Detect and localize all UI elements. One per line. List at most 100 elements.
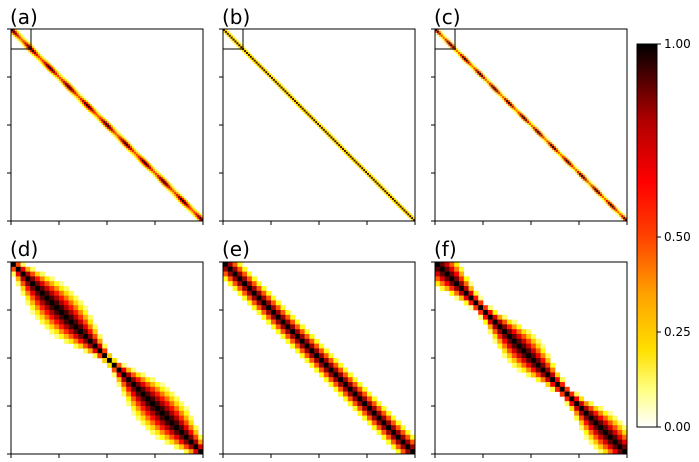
heatmap-cell [32,48,35,51]
zoom-inset-box [10,28,32,50]
heatmap-cell [444,34,447,37]
heatmap-cell [546,136,549,139]
heatmap-cell [197,213,200,216]
heatmap-cell [583,430,589,436]
heatmap-cell [615,213,618,216]
heatmap-cell [30,290,36,296]
heatmap-cell [72,86,75,89]
heatmap-cell [463,295,469,301]
heatmap-cell [179,197,183,201]
heatmap-cell [603,425,609,431]
heatmap-cell [486,78,490,82]
heatmap-cell [87,334,93,340]
heatmap-cell [340,144,343,147]
heatmap-cell [446,42,449,45]
heatmap-cell [554,146,557,149]
heatmap-cell [382,190,385,193]
heatmap-cell [440,30,443,34]
heatmap-cell [596,192,599,195]
heatmap-cell [170,192,173,195]
heatmap-cell [554,149,557,153]
heatmap-cell [275,310,281,316]
heatmap-cell [89,107,92,110]
heatmap-cell [158,174,162,178]
heatmap-cell [172,194,175,197]
heatmap-cell [164,180,167,183]
heatmap-cell [473,295,479,301]
heatmap-cell [617,449,623,455]
heatmap-cell [164,182,167,185]
heatmap-cell [28,50,31,53]
heatmap-cell [458,55,461,59]
heatmap-cell [454,295,460,301]
heatmap-cell [285,334,291,340]
heatmap-cell [73,300,79,306]
heatmap-cell [365,169,368,172]
heatmap-cell [172,186,175,189]
heatmap-cell [569,165,572,168]
heatmap-cell [304,329,310,335]
heatmap-cell [228,36,231,39]
heatmap-cell [244,50,247,53]
heatmap-cell [168,182,171,185]
heatmap-cell [324,132,327,135]
heatmap-cell [367,401,373,407]
heatmap-cell [227,281,233,287]
heatmap-cell [448,40,451,43]
heatmap-cell [459,290,465,296]
heatmap-cell [139,161,142,164]
heatmap-cell [73,310,79,316]
heatmap-cell [523,115,526,118]
heatmap-cell [54,310,60,316]
heatmap-cell [135,386,141,392]
heatmap-cell [469,59,472,62]
heatmap-cell [371,406,377,412]
heatmap-cell [155,171,158,174]
heatmap-cell [57,73,60,76]
heatmap-cell [191,213,194,216]
heatmap-cell [623,213,626,216]
heatmap-cell [280,329,286,335]
heatmap-cell [580,171,584,174]
heatmap-cell [26,40,29,43]
heatmap-cell [617,430,623,436]
heatmap-cell [55,71,58,74]
heatmap-cell [444,266,450,272]
heatmap-cell [30,295,36,301]
heatmap-cell [380,184,383,187]
heatmap-cell [446,44,449,47]
heatmap-cell [586,178,589,181]
heatmap-cell [590,186,593,189]
heatmap-cell [372,180,375,183]
heatmap-cell [393,197,397,201]
heatmap-cell [574,415,580,421]
heatmap-cell [603,410,609,416]
heatmap-cell [35,305,41,311]
heatmap-cell [135,149,139,153]
heatmap-cell [179,410,185,416]
zoom-inset-box [434,28,456,50]
heatmap-cell [400,439,406,445]
heatmap-cell [43,61,46,64]
heatmap-cell [41,55,44,59]
heatmap-cell [299,103,303,107]
panel-e [219,261,416,458]
heatmap-cell [83,338,89,344]
heatmap-cell [515,107,518,110]
heatmap-cell [500,92,503,95]
heatmap-cell [309,343,315,349]
heatmap-cell [583,410,589,416]
heatmap-cell [381,410,387,416]
heatmap-cell [68,338,74,344]
heatmap-cell [504,100,507,103]
heatmap-cell [521,353,527,359]
heatmap-cell [487,314,493,320]
heatmap-cell [193,439,199,445]
heatmap-cell [261,286,267,292]
heatmap-cell [575,173,578,176]
heatmap-cell [483,77,486,80]
heatmap-cell [405,213,408,216]
heatmap-cell [54,290,60,296]
heatmap-cell [478,314,484,320]
heatmap-cell [232,286,238,292]
